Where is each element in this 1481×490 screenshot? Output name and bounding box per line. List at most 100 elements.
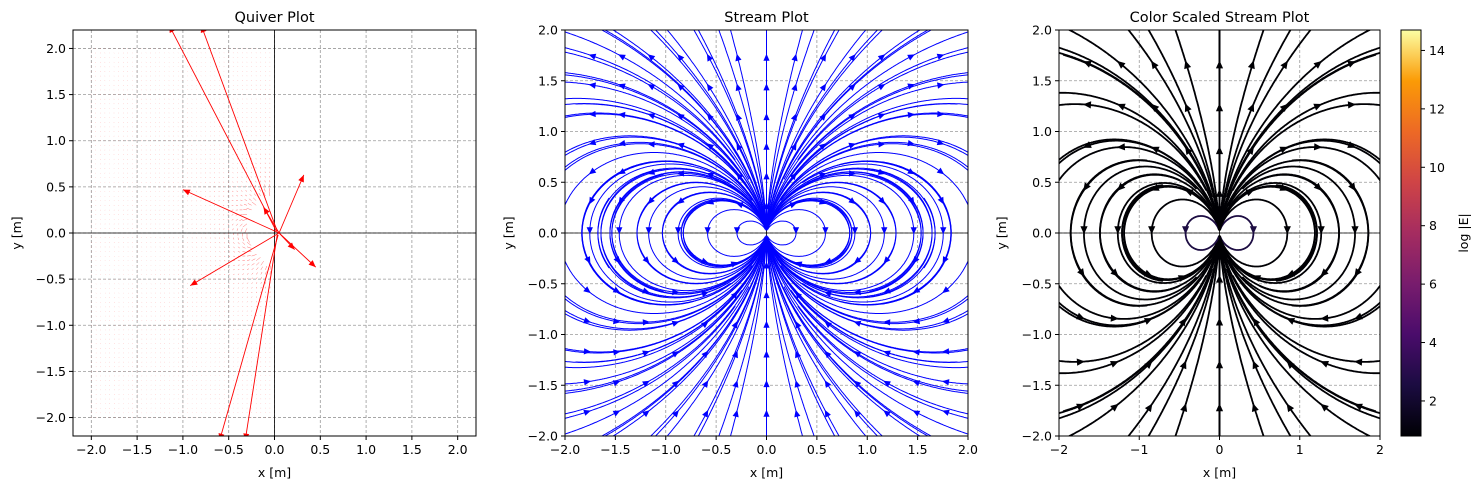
streamline: [565, 51, 765, 221]
y-tick-label: 1.0: [46, 133, 66, 148]
colorbar-gradient: [1400, 29, 1422, 437]
arrow: [278, 232, 295, 250]
streamline-arrow: [1317, 226, 1325, 235]
streamline: [784, 277, 968, 353]
chart-title: Color Scaled Stream Plot: [1130, 10, 1310, 26]
streamline: [766, 182, 897, 285]
y-tick-label: −1.0: [36, 318, 66, 333]
arrow: [200, 30, 278, 232]
streamline-arrow: [818, 198, 827, 205]
streamline-arrow: [589, 196, 596, 205]
streamline-arrow: [912, 286, 921, 293]
streamline-arrow: [613, 318, 621, 325]
streamline-arrow: [1215, 274, 1224, 283]
x-tick-label: −2.0: [550, 442, 580, 457]
streamline-arrow: [848, 54, 856, 62]
streamline-arrow: [883, 410, 891, 418]
streamline-arrow: [735, 83, 742, 92]
streamline-arrow: [736, 172, 744, 181]
x-tick-label: 1: [1296, 442, 1304, 457]
streamline-arrow: [732, 350, 738, 359]
streamline-arrow: [791, 53, 798, 62]
arrow: [190, 232, 280, 286]
streamline: [780, 152, 968, 207]
streamline-arrow: [677, 197, 685, 205]
streamline: [1218, 30, 1292, 231]
streamline: [766, 103, 968, 230]
streamline: [575, 103, 767, 230]
x-tick-label: −0.5: [214, 442, 244, 457]
streamline: [783, 31, 968, 180]
y-tick-label: 1.0: [538, 124, 558, 139]
streamline: [1059, 138, 1220, 230]
y-tick-label: 1.5: [1032, 73, 1052, 88]
streamline-arrow: [701, 350, 709, 359]
streamline-arrow: [853, 256, 862, 264]
streamline: [770, 251, 968, 354]
streamline-arrow: [940, 227, 947, 235]
streamline-arrow: [1320, 361, 1329, 368]
streamline-arrow: [642, 380, 650, 387]
streamline: [565, 245, 765, 415]
x-axis-label: x [m]: [258, 465, 291, 480]
streamline: [565, 31, 750, 180]
streamline-arrow: [1178, 317, 1187, 327]
streamline-arrow: [677, 83, 685, 91]
streamline-arrow: [1283, 226, 1291, 235]
streamline-arrow: [878, 196, 886, 205]
streamline-arrow: [1279, 103, 1288, 112]
streamline-arrow: [645, 227, 652, 235]
streamline-arrow: [677, 142, 685, 149]
streamline-arrow: [671, 256, 680, 264]
streamline: [565, 143, 767, 231]
streamline: [697, 30, 767, 231]
streamline-arrow: [1114, 226, 1122, 235]
streamline-arrow: [1151, 103, 1160, 112]
streamline-arrow: [583, 409, 591, 416]
streamline-arrow: [1179, 360, 1187, 370]
streamline-arrow: [671, 320, 680, 327]
x-tick-label: −1.0: [651, 442, 681, 457]
streamline: [604, 235, 767, 436]
streamline: [581, 160, 767, 305]
streamline-arrow: [1110, 403, 1119, 412]
streamline: [1067, 268, 1213, 436]
streamline: [768, 51, 968, 221]
streamline-arrow: [877, 54, 886, 61]
streamline-arrow: [676, 170, 685, 177]
x-tick-label: −2.0: [76, 442, 106, 457]
streamline: [650, 30, 767, 231]
streamline: [774, 267, 921, 436]
streamline-arrow: [763, 261, 770, 269]
y-ticks: −2.0 −1.5 −1.0 −0.5 0.0 0.5 1.0 1.5 2.0: [528, 23, 565, 444]
streamline-arrow: [1083, 182, 1091, 192]
arrow: [278, 174, 305, 234]
y-tick-label: 2.0: [46, 41, 66, 56]
streamline: [766, 236, 867, 436]
streamline: [1218, 30, 1265, 231]
streamline-arrow: [706, 143, 715, 150]
streamline-arrow: [1150, 146, 1160, 154]
streamline-arrow: [706, 83, 714, 92]
streamline: [1062, 54, 1221, 231]
streamline-arrow: [1354, 358, 1363, 366]
streamline: [766, 168, 933, 298]
streamline: [612, 267, 759, 436]
y-tick-label: 0.0: [538, 226, 558, 241]
streamline-arrow: [1313, 60, 1322, 69]
streamline: [565, 235, 767, 323]
y-tick-label: 0.5: [1032, 175, 1052, 190]
x-tick-label: 1.0: [356, 442, 376, 457]
streamline-arrow: [1286, 360, 1295, 369]
y-tick-label: 2.0: [1032, 23, 1052, 38]
streamline-arrow: [731, 320, 738, 329]
chart-title: Quiver Plot: [234, 10, 314, 26]
x-tick-label: 0.5: [310, 442, 330, 457]
streamline-arrow: [910, 227, 917, 235]
streamline-arrow: [647, 54, 656, 61]
streamline-arrow: [942, 379, 950, 386]
streamline: [565, 152, 753, 207]
streamline: [1218, 235, 1380, 420]
streamline-arrow: [618, 168, 626, 175]
streamline-arrow: [707, 53, 714, 62]
